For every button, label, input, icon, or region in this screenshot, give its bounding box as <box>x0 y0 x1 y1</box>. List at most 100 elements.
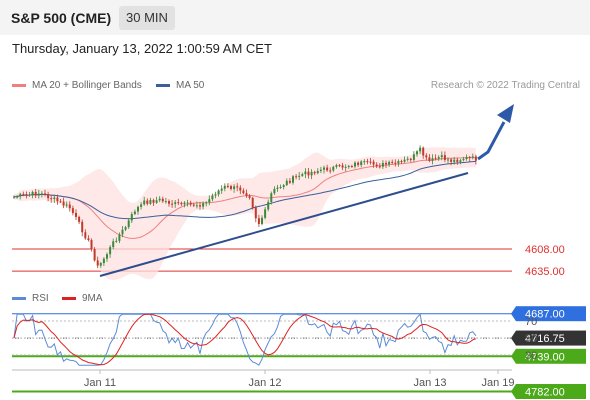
candle-body <box>47 194 50 199</box>
candle-body <box>385 162 387 165</box>
candle-body <box>298 175 301 177</box>
timeframe-button[interactable]: 30 MIN <box>119 6 175 30</box>
candle-body <box>109 247 112 255</box>
chart-header: S&P 500 (CME) 30 MIN <box>0 0 590 35</box>
rsi-9ma-line <box>13 313 477 366</box>
candle-body <box>372 161 375 165</box>
candle-body <box>168 201 170 204</box>
candle-body <box>186 202 189 204</box>
level-tag-pointer-icon <box>511 330 516 346</box>
projection-arrow-line <box>477 121 506 161</box>
x-tick-label: Jan 19 <box>481 377 514 389</box>
candle-body <box>102 258 105 264</box>
candle-body <box>115 240 118 242</box>
candle-body <box>350 166 353 168</box>
candle-body <box>428 157 431 161</box>
candle-body <box>366 161 369 163</box>
candle-body <box>440 155 443 158</box>
level-label-4635.00: 4635.00 <box>525 266 565 278</box>
candle-body <box>288 180 291 183</box>
candle-body <box>329 170 332 172</box>
candle-body <box>447 159 449 161</box>
candle-body <box>456 159 459 162</box>
candle-body <box>295 176 298 178</box>
legend-rsi-label: RSI <box>32 293 49 304</box>
candle-body <box>25 194 28 196</box>
x-tick-label: Jan 12 <box>248 377 281 389</box>
candle-body <box>264 209 267 218</box>
candle-body <box>202 203 205 207</box>
candle-body <box>313 171 316 174</box>
candle-body <box>341 165 344 168</box>
candle-body <box>462 159 465 161</box>
candle-body <box>388 161 391 165</box>
candle-body <box>133 211 136 215</box>
candle-body <box>304 171 307 175</box>
candle-body <box>37 193 40 196</box>
candle-body <box>59 201 62 203</box>
candle-body <box>412 154 415 160</box>
candle-body <box>143 200 146 205</box>
candle-body <box>347 166 350 168</box>
candle-body <box>93 249 96 261</box>
candle-body <box>31 191 34 195</box>
candle-body <box>319 169 322 171</box>
candle-body <box>369 161 372 163</box>
candle-body <box>267 201 270 210</box>
candle-body <box>242 190 245 194</box>
candle-body <box>335 165 338 167</box>
candle-body <box>459 160 462 162</box>
candle-body <box>137 206 139 212</box>
candle-body <box>443 155 446 160</box>
credit-text: Research © 2022 Trading Central <box>430 80 580 91</box>
candle-body <box>381 162 384 167</box>
candle-body <box>220 188 223 191</box>
candle-body <box>164 201 167 203</box>
instrument-title: S&P 500 (CME) <box>11 10 112 26</box>
candle-body <box>403 159 406 162</box>
candle-body <box>217 190 220 195</box>
candle-body <box>22 193 25 195</box>
ma9-swatch-icon <box>62 297 76 300</box>
candle-body <box>19 193 22 197</box>
candle-body <box>208 199 211 203</box>
candle-body <box>425 155 428 158</box>
candle-body <box>99 263 102 266</box>
level-label-4739.00: 4739.00 <box>525 351 565 363</box>
candle-body <box>84 232 87 239</box>
candle-body <box>310 171 313 176</box>
projection-arrowhead-icon <box>497 104 514 123</box>
candle-body <box>257 218 260 225</box>
candle-body <box>87 238 90 241</box>
level-label-4608.00: 4608.00 <box>525 244 565 256</box>
candle-body <box>357 162 360 166</box>
level-tag-4782.00 <box>516 384 586 399</box>
candle-body <box>450 159 453 162</box>
candle-body <box>254 207 257 219</box>
candle-body <box>161 198 164 202</box>
candle-body <box>118 234 121 241</box>
candle-body <box>199 205 201 207</box>
candle-body <box>375 164 378 167</box>
candle-body <box>44 193 46 195</box>
candle-body <box>468 156 471 158</box>
candle-body <box>248 195 251 198</box>
candle-body <box>270 193 273 202</box>
candle-body <box>124 227 127 230</box>
candle-body <box>251 197 254 208</box>
candle-body <box>174 202 177 204</box>
candle-body <box>13 196 15 198</box>
candle-body <box>155 200 158 203</box>
candle-body <box>81 221 84 233</box>
candle-body <box>127 220 130 228</box>
candle-body <box>282 185 285 187</box>
candle-body <box>223 185 226 189</box>
candle-body <box>40 193 43 195</box>
candle-body <box>437 157 440 159</box>
candle-body <box>106 254 108 259</box>
ma20-line <box>13 156 476 239</box>
candle-body <box>465 156 468 160</box>
ma50-line <box>13 160 476 220</box>
candle-body <box>121 229 124 235</box>
candle-body <box>149 199 152 204</box>
